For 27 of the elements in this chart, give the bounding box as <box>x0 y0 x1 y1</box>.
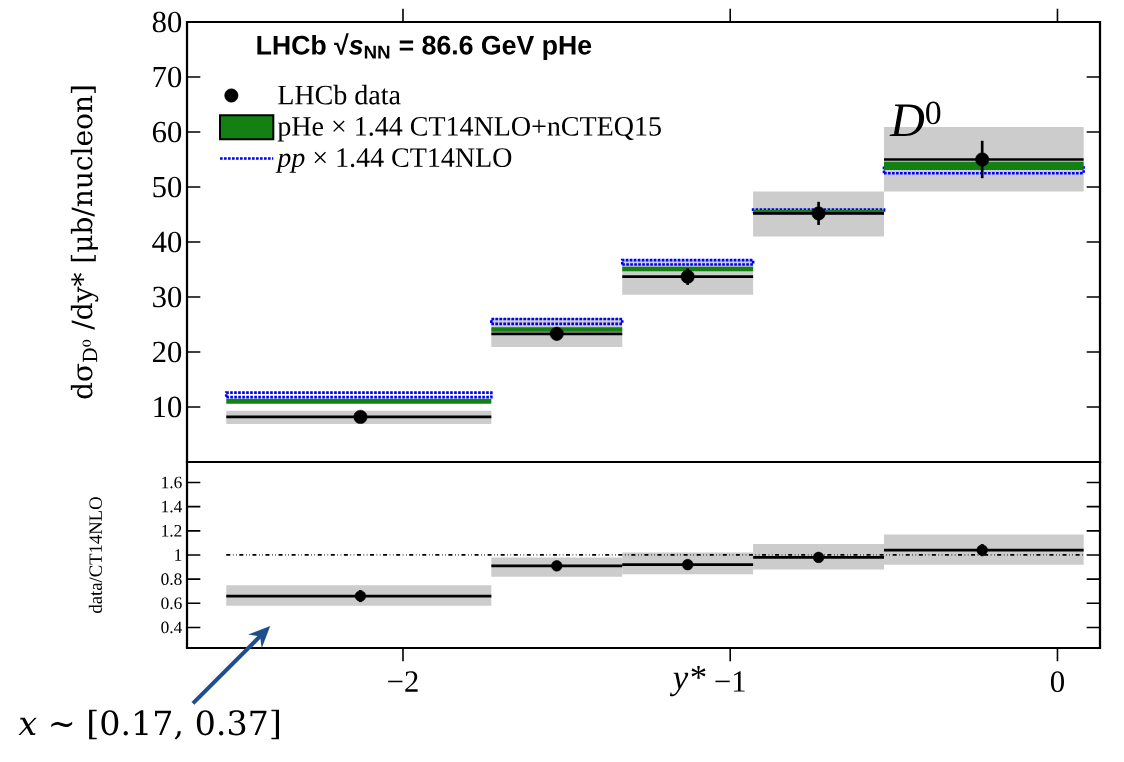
y-axis-title: dσ$_{D⁰}$ /dy* [μb/nucleon] <box>70 86 99 399</box>
y-tick-label: 1.2 <box>162 524 182 537</box>
y-tick-label: 20 <box>152 341 182 363</box>
y-tick-label: 1.6 <box>162 476 182 489</box>
x-axis-title: y* <box>669 666 706 697</box>
text: x ∼ [0.17, 0.37] <box>18 709 279 740</box>
legend-label: pp × 1.44 CT14NLO <box>275 148 512 173</box>
y-axis-title: data/CT14NLO <box>88 497 102 613</box>
y-tick-label: 1 <box>175 549 182 561</box>
legend-label: LHCb data <box>278 84 401 105</box>
x-tick-label: −2 <box>388 671 418 692</box>
y-tick-label: 80 <box>152 11 182 33</box>
y-tick-label: 70 <box>153 66 182 88</box>
y-tick-label: 0.8 <box>161 573 182 586</box>
y-tick-label: 10 <box>154 396 182 418</box>
x-tick-label: −1 <box>715 671 745 692</box>
legend-label: pHe × 1.44 CT14NLO+nCTEQ15 <box>277 116 661 142</box>
y-tick-label: 0.4 <box>161 621 183 634</box>
annotation: D$^{0}$ <box>889 101 941 137</box>
x-tick-label: 0 <box>1050 671 1064 693</box>
y-tick-label: 1.4 <box>162 500 183 513</box>
y-tick-label: 40 <box>152 231 182 253</box>
y-tick-label: 60 <box>152 121 182 143</box>
y-tick-label: 0.6 <box>161 597 182 610</box>
chart-title: LHCb √s$_{NN}$ = 86.6 GeV pHe <box>257 33 592 60</box>
y-tick-label: 50 <box>153 176 182 198</box>
y-tick-label: 30 <box>153 286 182 308</box>
